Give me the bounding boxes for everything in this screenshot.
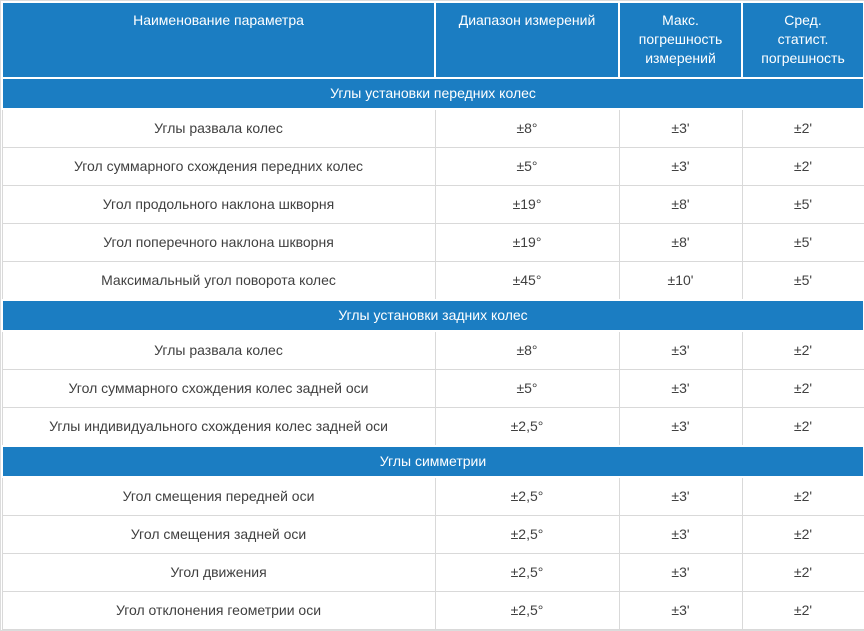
param-name-cell: Углы развала колес bbox=[1, 330, 436, 370]
range-cell: ±2,5° bbox=[434, 476, 620, 516]
column-header-stat-error: Сред. статист. погрешность bbox=[741, 1, 864, 79]
table-row: Угол смещения задней оси ±2,5° ±3' ±2' bbox=[1, 515, 864, 554]
section-header-rear-wheels: Углы установки задних колес bbox=[1, 299, 864, 332]
stat-error-cell: ±2' bbox=[741, 407, 864, 447]
max-error-cell: ±3' bbox=[618, 108, 743, 148]
column-header-max-error: Макс. погрешность измерений bbox=[618, 1, 743, 79]
param-name-cell: Угол смещения задней оси bbox=[1, 515, 436, 554]
max-error-cell: ±3' bbox=[618, 369, 743, 408]
param-name-cell: Углы развала колес bbox=[1, 108, 436, 148]
table-row: Угол отклонения геометрии оси ±2,5° ±3' … bbox=[1, 591, 864, 630]
range-cell: ±2,5° bbox=[434, 515, 620, 554]
column-header-parameter-name: Наименование параметра bbox=[1, 1, 436, 79]
stat-error-cell: ±2' bbox=[741, 476, 864, 516]
range-cell: ±2,5° bbox=[434, 407, 620, 447]
max-error-cell: ±10' bbox=[618, 261, 743, 301]
section-header-symmetry: Углы симметрии bbox=[1, 445, 864, 478]
section-header-front-wheels: Углы установки передних колес bbox=[1, 77, 864, 110]
param-name-cell: Угол суммарного схождения передних колес bbox=[1, 147, 436, 186]
column-header-label: Макс. погрешность измерений bbox=[638, 12, 723, 66]
stat-error-cell: ±2' bbox=[741, 330, 864, 370]
table-header-row: Наименование параметра Диапазон измерени… bbox=[1, 1, 864, 79]
range-cell: ±5° bbox=[434, 147, 620, 186]
max-error-cell: ±3' bbox=[618, 407, 743, 447]
param-name-cell: Угол отклонения геометрии оси bbox=[1, 591, 436, 630]
stat-error-cell: ±2' bbox=[741, 369, 864, 408]
stat-error-cell: ±2' bbox=[741, 591, 864, 630]
section-title: Углы симметрии bbox=[1, 445, 864, 478]
table-row: Угол суммарного схождения колес задней о… bbox=[1, 369, 864, 408]
max-error-cell: ±3' bbox=[618, 476, 743, 516]
section-title: Углы установки задних колес bbox=[1, 299, 864, 332]
range-cell: ±45° bbox=[434, 261, 620, 301]
max-error-cell: ±3' bbox=[618, 553, 743, 592]
max-error-cell: ±3' bbox=[618, 330, 743, 370]
table-row: Углы индивидуального схождения колес зад… bbox=[1, 407, 864, 447]
stat-error-cell: ±5' bbox=[741, 185, 864, 224]
param-name-cell: Угол смещения передней оси bbox=[1, 476, 436, 516]
range-cell: ±2,5° bbox=[434, 553, 620, 592]
param-name-cell: Угол поперечного наклона шкворня bbox=[1, 223, 436, 262]
table-row: Угол смещения передней оси ±2,5° ±3' ±2' bbox=[1, 476, 864, 516]
table-row: Угол продольного наклона шкворня ±19° ±8… bbox=[1, 185, 864, 224]
stat-error-cell: ±2' bbox=[741, 108, 864, 148]
range-cell: ±19° bbox=[434, 185, 620, 224]
param-name-cell: Угол продольного наклона шкворня bbox=[1, 185, 436, 224]
column-header-measurement-range: Диапазон измерений bbox=[434, 1, 620, 79]
range-cell: ±19° bbox=[434, 223, 620, 262]
max-error-cell: ±3' bbox=[618, 515, 743, 554]
column-header-label: Наименование параметра bbox=[133, 12, 304, 28]
table-row: Углы развала колес ±8° ±3' ±2' bbox=[1, 330, 864, 370]
param-name-cell: Максимальный угол поворота колес bbox=[1, 261, 436, 301]
range-cell: ±8° bbox=[434, 330, 620, 370]
max-error-cell: ±8' bbox=[618, 223, 743, 262]
stat-error-cell: ±2' bbox=[741, 515, 864, 554]
table-row: Углы развала колес ±8° ±3' ±2' bbox=[1, 108, 864, 148]
param-name-cell: Углы индивидуального схождения колес зад… bbox=[1, 407, 436, 447]
column-header-label: Диапазон измерений bbox=[458, 12, 596, 28]
range-cell: ±5° bbox=[434, 369, 620, 408]
param-name-cell: Угол суммарного схождения колес задней о… bbox=[1, 369, 436, 408]
stat-error-cell: ±2' bbox=[741, 553, 864, 592]
column-header-label: Сред. статист. погрешность bbox=[761, 12, 845, 66]
range-cell: ±8° bbox=[434, 108, 620, 148]
table-row: Угол движения ±2,5° ±3' ±2' bbox=[1, 553, 864, 592]
param-name-cell: Угол движения bbox=[1, 553, 436, 592]
table-row: Угол поперечного наклона шкворня ±19° ±8… bbox=[1, 223, 864, 262]
stat-error-cell: ±2' bbox=[741, 147, 864, 186]
max-error-cell: ±3' bbox=[618, 591, 743, 630]
stat-error-cell: ±5' bbox=[741, 261, 864, 301]
max-error-cell: ±3' bbox=[618, 147, 743, 186]
section-title: Углы установки передних колес bbox=[1, 77, 864, 110]
max-error-cell: ±8' bbox=[618, 185, 743, 224]
range-cell: ±2,5° bbox=[434, 591, 620, 630]
table-row: Максимальный угол поворота колес ±45° ±1… bbox=[1, 261, 864, 301]
stat-error-cell: ±5' bbox=[741, 223, 864, 262]
table-row: Угол суммарного схождения передних колес… bbox=[1, 147, 864, 186]
